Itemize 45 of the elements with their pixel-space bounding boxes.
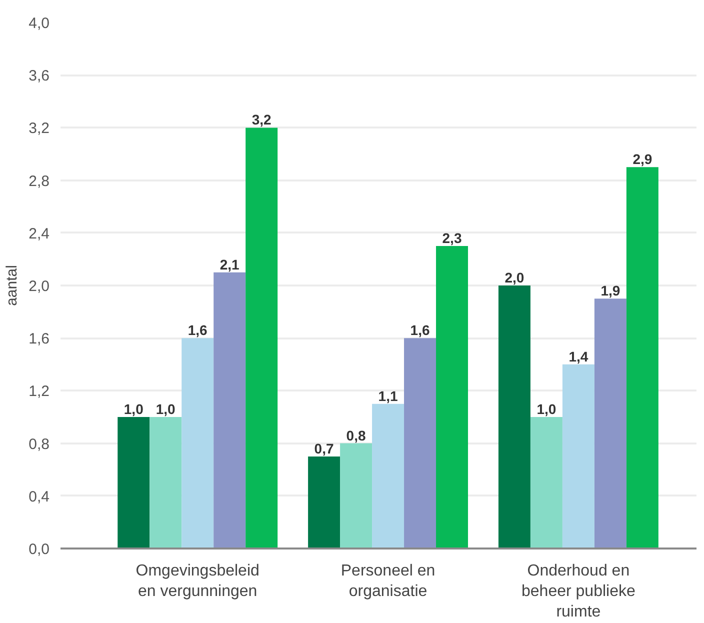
- bar: [372, 404, 404, 548]
- bar: [436, 246, 468, 548]
- y-tick-label: 3,2: [28, 120, 50, 138]
- data-label: 1,4: [568, 348, 588, 364]
- y-tick-label: 4,0: [28, 15, 50, 32]
- bar: [340, 443, 372, 548]
- y-tick-label: 2,4: [28, 225, 50, 242]
- bar: [626, 167, 658, 548]
- data-label: 1,6: [188, 322, 208, 338]
- bar: [404, 338, 436, 548]
- bar: [498, 286, 530, 548]
- data-label: 2,0: [504, 270, 524, 286]
- data-label: 3,2: [252, 112, 272, 128]
- y-tick-label: 1,2: [28, 383, 50, 400]
- bar: [182, 338, 214, 548]
- data-label: 0,8: [346, 427, 366, 444]
- x-tick-label: Onderhoud en beheer publieke ruimte: [522, 562, 636, 620]
- bar: [562, 364, 594, 548]
- data-label: 1,0: [536, 401, 556, 417]
- data-label: 1,6: [410, 322, 430, 338]
- bar: [214, 272, 246, 548]
- y-axis-title: aantal: [4, 265, 21, 306]
- y-tick-label: 1,6: [28, 330, 50, 348]
- data-label: 2,3: [442, 230, 462, 246]
- bar: [308, 456, 340, 548]
- x-tick-label: Omgevingsbeleid en vergunningen: [136, 562, 260, 600]
- data-label: 2,1: [220, 256, 240, 272]
- data-label: 1,0: [124, 401, 144, 417]
- y-tick-label: 0,0: [28, 541, 50, 558]
- bar: [594, 298, 626, 548]
- y-tick-label: 3,6: [28, 68, 50, 85]
- bar: [246, 128, 278, 548]
- bar: [150, 417, 182, 548]
- bar: [530, 417, 562, 548]
- data-label: 1,0: [156, 401, 176, 417]
- y-tick-label: 0,8: [28, 436, 50, 453]
- x-tick-label: Personeel en organisatie: [340, 562, 436, 600]
- data-label: 0,7: [314, 440, 334, 456]
- data-label: 1,9: [600, 282, 620, 299]
- y-tick-label: 2,8: [28, 172, 50, 190]
- bar: [118, 417, 150, 548]
- y-tick-label: 2,0: [28, 278, 50, 295]
- data-label: 2,9: [632, 151, 652, 168]
- y-tick-label: 0,4: [28, 488, 50, 506]
- data-label: 1,1: [378, 388, 398, 404]
